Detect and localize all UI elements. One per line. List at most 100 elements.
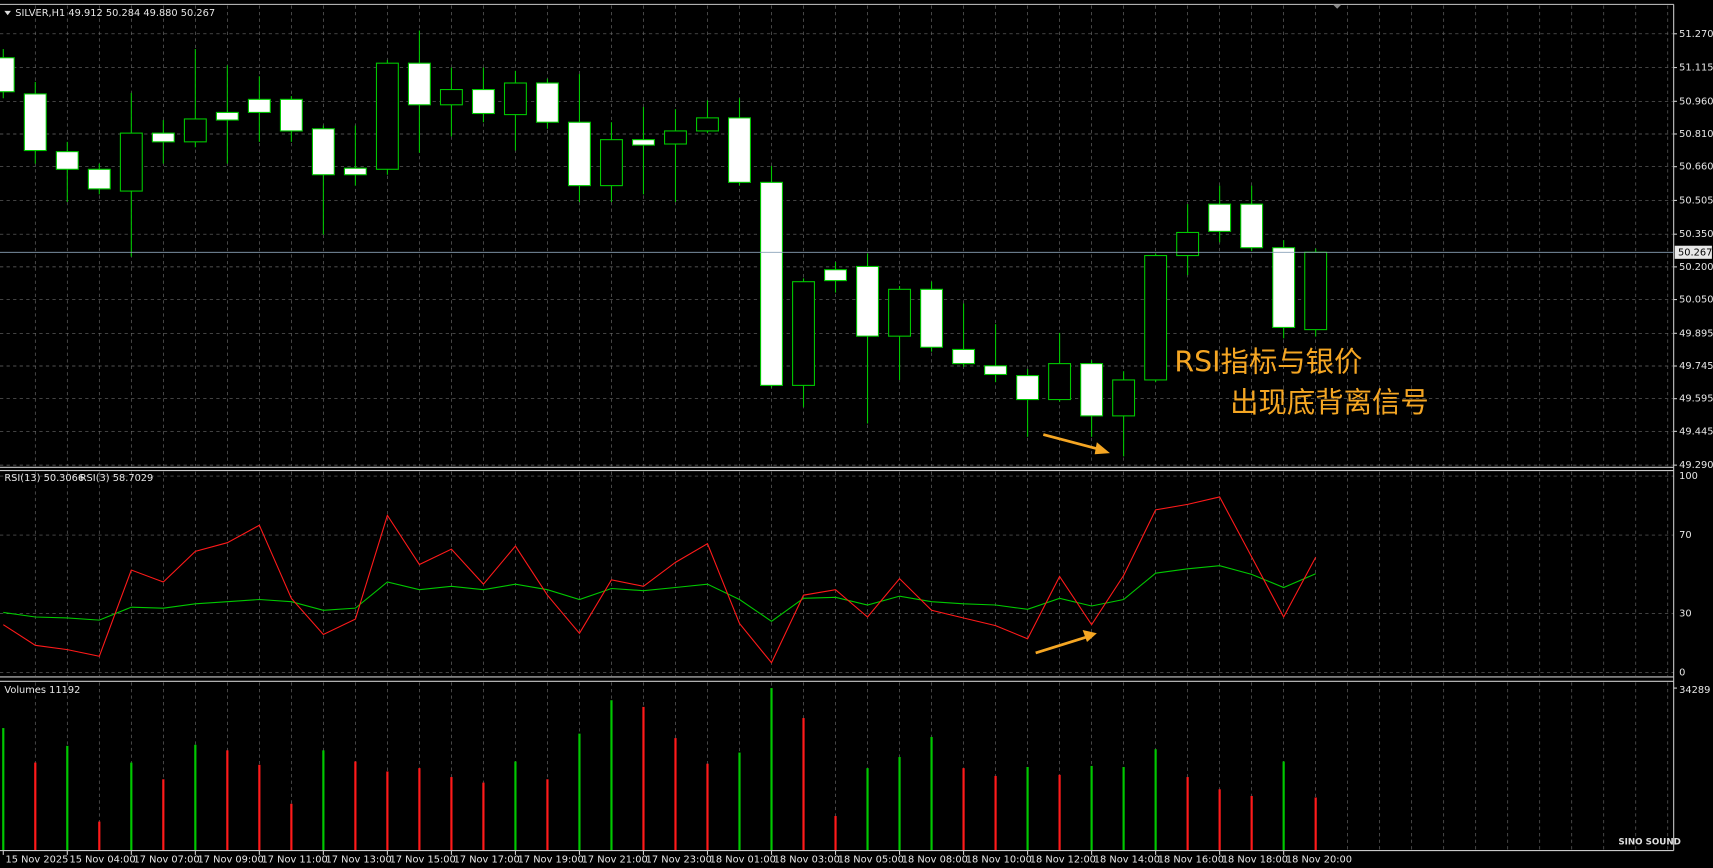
volume-bar [194, 744, 197, 851]
candle-body [311, 128, 335, 176]
y-tick-label: 49.445 [1679, 426, 1713, 437]
volume-bar [546, 779, 549, 851]
candle-body [696, 117, 719, 132]
y-tick-label: 49.745 [1679, 361, 1713, 372]
volume-bar [2, 728, 5, 851]
candle-body [1208, 203, 1232, 232]
candle-body [407, 62, 431, 106]
candle-body [1176, 231, 1200, 257]
x-tick-label: 17 Nov 11:00 [262, 854, 328, 865]
candle-body [215, 111, 239, 121]
volume-bar [834, 816, 837, 851]
volume-bar [738, 752, 741, 851]
candle-body [792, 281, 815, 386]
y-tick-label: 50.505 [1679, 195, 1713, 206]
x-tick-label: 17 Nov 15:00 [390, 854, 456, 865]
candle-body [23, 93, 47, 152]
volume-bar [386, 771, 389, 851]
y-tick-label: 50.660 [1679, 162, 1713, 173]
volume-bar [418, 768, 421, 851]
y-tick-label: 30 [1679, 609, 1692, 620]
candle-body [439, 89, 463, 106]
y-tick-label: 49.290 [1679, 460, 1713, 471]
volume-bar [610, 700, 613, 851]
volume-bar [898, 757, 901, 851]
volume-pane-title: Volumes 11192 [4, 685, 80, 696]
annotation: 出现底背离信号 [1230, 386, 1429, 419]
candle-body [55, 151, 79, 170]
x-tick-label: 18 Nov 12:00 [1030, 854, 1096, 865]
volume-bar [1154, 749, 1157, 851]
candle-body [920, 288, 944, 348]
x-tick-label: 17 Nov 23:00 [646, 854, 712, 865]
volume-bar [514, 761, 517, 851]
volume-bar [482, 782, 485, 851]
candle-body [888, 288, 912, 337]
annotation-arrow-head [1094, 442, 1110, 455]
price-pane-title: SILVER,H1 49.912 50.284 49.880 50.267 [15, 8, 215, 19]
candle-body [952, 348, 976, 365]
volume-bar [1250, 795, 1253, 851]
x-tick-label: 18 Nov 14:00 [1094, 854, 1160, 865]
plot [0, 30, 1328, 851]
volume-bar [1186, 777, 1189, 851]
candle-body [471, 89, 495, 115]
y-tick-label: 49.595 [1679, 394, 1713, 405]
candle-body [0, 57, 15, 93]
candle-body [1304, 251, 1328, 331]
candle-body [535, 82, 559, 123]
candle-body [567, 121, 591, 187]
rsi-line [3, 565, 1316, 622]
y-tick-label: 100 [1679, 471, 1698, 482]
pane-menu-icon[interactable] [4, 10, 11, 16]
volume-bar [1282, 761, 1285, 851]
x-tick-label: 18 Nov 03:00 [774, 854, 840, 865]
x-tick-label: 17 Nov 19:00 [518, 854, 584, 865]
candle-body [151, 132, 175, 143]
candle-body [119, 132, 143, 192]
x-tick-label: 17 Nov 21:00 [582, 854, 648, 865]
candle-body [247, 98, 271, 113]
volume-bar [578, 733, 581, 851]
candle-body [760, 181, 783, 386]
volume-bar [1026, 767, 1029, 851]
x-tick-label: 18 Nov 05:00 [838, 854, 904, 865]
volume-bar [162, 779, 165, 851]
x-tick-label: 18 Nov 16:00 [1158, 854, 1224, 865]
volume-bar [226, 750, 229, 851]
x-tick-label: 18 Nov 20:00 [1286, 854, 1352, 865]
candle-body [728, 117, 751, 183]
y-tick-label: 50.200 [1679, 262, 1713, 273]
rsi-legend: RSI(13) 50.3066 [4, 473, 84, 484]
candle-body [279, 98, 303, 132]
volume-bar [66, 745, 69, 851]
x-tick-label: 18 Nov 18:00 [1222, 854, 1288, 865]
candle-body [1080, 363, 1104, 417]
volume-bar [98, 821, 101, 851]
annotation: RSI指标与银价 [1174, 346, 1362, 379]
watermark: SINO SOUND [1618, 837, 1681, 847]
rsi-line [2, 496, 1317, 664]
volume-bar [1314, 797, 1317, 851]
x-tick-label: 17 Nov 13:00 [326, 854, 392, 865]
volume-bar [354, 761, 357, 851]
candle-body [599, 139, 623, 187]
last-price-box [1674, 245, 1712, 259]
volume-bar [706, 763, 709, 851]
candle-body [664, 130, 687, 145]
volume-bar [290, 803, 293, 851]
candle-body [1048, 363, 1072, 401]
volume-bar [770, 688, 773, 851]
y-tick-label: 50.050 [1679, 295, 1713, 306]
y-tick-label: 51.115 [1679, 63, 1713, 74]
volume-bar [962, 768, 965, 851]
candle-body [1144, 255, 1168, 381]
volume-bar [450, 777, 453, 851]
candle-body [87, 168, 111, 190]
volume-bar [322, 750, 325, 851]
candle-body [503, 82, 527, 116]
x-tick-label: 17 Nov 07:00 [134, 854, 200, 865]
volume-bar [802, 718, 805, 851]
x-tick-label: 15 Nov 04:00 [69, 854, 135, 865]
